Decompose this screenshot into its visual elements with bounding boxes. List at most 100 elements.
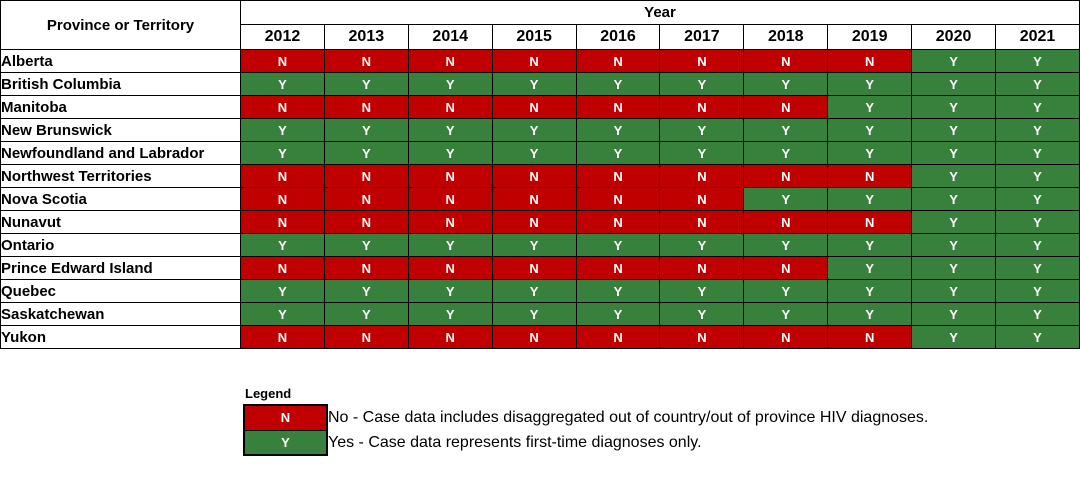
value-cell: Y — [995, 141, 1080, 165]
value-cell: N — [407, 210, 493, 234]
value-cell: Y — [575, 141, 661, 165]
value-cell: N — [240, 187, 325, 211]
value-cell: Y — [995, 233, 1080, 257]
value-cell: Y — [743, 118, 829, 142]
value-cell: N — [743, 95, 829, 119]
row-header-province: Nunavut — [0, 210, 241, 234]
value-cell: Y — [240, 302, 325, 326]
value-cell: Y — [659, 141, 745, 165]
value-cell: Y — [743, 233, 829, 257]
value-cell: N — [407, 164, 493, 188]
value-cell: N — [827, 325, 913, 349]
value-cell: Y — [827, 118, 913, 142]
value-cell: Y — [491, 233, 577, 257]
value-cell: N — [575, 95, 661, 119]
value-cell: Y — [911, 210, 997, 234]
value-cell: Y — [827, 233, 913, 257]
year-column-header: 2016 — [575, 24, 661, 50]
value-cell: N — [659, 164, 745, 188]
row-header-province: British Columbia — [0, 72, 241, 96]
legend-title: Legend — [245, 386, 292, 401]
value-cell: N — [407, 325, 493, 349]
value-cell: N — [240, 256, 325, 280]
row-header-province: Ontario — [0, 233, 241, 257]
value-cell: Y — [491, 72, 577, 96]
value-cell: N — [659, 49, 745, 73]
value-cell: Y — [659, 118, 745, 142]
value-cell: Y — [491, 302, 577, 326]
table-row: Newfoundland and Labrador Y Y Y Y Y Y Y Y Y Y — [0, 141, 1080, 165]
value-cell: N — [575, 187, 661, 211]
value-cell: N — [827, 49, 913, 73]
row-header-province: Newfoundland and Labrador — [0, 141, 241, 165]
value-cell: N — [407, 187, 493, 211]
value-cell: N — [323, 187, 409, 211]
value-cell: Y — [827, 72, 913, 96]
table-row: Ontario Y Y Y Y Y Y Y Y Y Y — [0, 233, 1080, 257]
value-cell: Y — [827, 187, 913, 211]
value-cell: Y — [995, 210, 1080, 234]
legend-description-yes: Yes - Case data represents first-time di… — [328, 433, 702, 451]
value-cell: N — [659, 187, 745, 211]
value-cell: N — [407, 95, 493, 119]
value-cell: N — [407, 49, 493, 73]
value-cell: N — [743, 164, 829, 188]
value-cell: N — [743, 325, 829, 349]
value-cell: N — [323, 210, 409, 234]
row-header-province: Yukon — [0, 325, 241, 349]
value-cell: Y — [995, 302, 1080, 326]
legend-row-yes: Y Yes - Case data represents first-time … — [243, 429, 929, 456]
value-cell: Y — [407, 141, 493, 165]
value-cell: Y — [911, 49, 997, 73]
table-row: New Brunswick Y Y Y Y Y Y Y Y Y Y — [0, 118, 1080, 142]
value-cell: Y — [407, 118, 493, 142]
value-cell: N — [240, 325, 325, 349]
value-cell: N — [491, 49, 577, 73]
value-cell: Y — [995, 118, 1080, 142]
value-cell: N — [323, 256, 409, 280]
value-cell: Y — [323, 118, 409, 142]
value-cell: Y — [827, 256, 913, 280]
legend-swatch-yes: Y — [243, 429, 328, 456]
value-cell: Y — [240, 118, 325, 142]
value-cell: Y — [911, 279, 997, 303]
year-column-header: 2014 — [407, 24, 493, 50]
table-body: Alberta N N N N N N N N Y Y British Columbia Y Y Y Y Y Y Y… — [0, 49, 1080, 349]
row-header-province: Nova Scotia — [0, 187, 241, 211]
value-cell: N — [575, 164, 661, 188]
value-cell: Y — [491, 141, 577, 165]
table-row: Prince Edward Island N N N N N N N Y Y Y — [0, 256, 1080, 280]
value-cell: Y — [995, 279, 1080, 303]
year-column-header: 2020 — [911, 24, 997, 50]
year-column-header: 2015 — [491, 24, 577, 50]
value-cell: N — [323, 49, 409, 73]
year-group-row: Province or Territory Year — [0, 0, 1080, 50]
value-cell: N — [827, 164, 913, 188]
year-column-header: 2021 — [995, 24, 1080, 50]
value-cell: Y — [911, 325, 997, 349]
value-cell: Y — [743, 72, 829, 96]
legend-description-no: No - Case data includes disaggregated ou… — [328, 408, 929, 426]
year-column-header: 2013 — [323, 24, 409, 50]
table-row: Saskatchewan Y Y Y Y Y Y Y Y Y Y — [0, 302, 1080, 326]
table-row: Nunavut N N N N N N N N Y Y — [0, 210, 1080, 234]
value-cell: Y — [575, 72, 661, 96]
value-cell: N — [323, 95, 409, 119]
value-cell: Y — [911, 95, 997, 119]
value-cell: N — [491, 95, 577, 119]
value-cell: Y — [323, 141, 409, 165]
value-cell: Y — [911, 118, 997, 142]
value-cell: N — [575, 256, 661, 280]
value-cell: Y — [323, 279, 409, 303]
legend-swatch-no: N — [243, 404, 328, 431]
value-cell: N — [827, 210, 913, 234]
table-row: Yukon N N N N N N N N Y Y — [0, 325, 1080, 349]
value-cell: N — [240, 49, 325, 73]
table-row: Nova Scotia N N N N N N Y Y Y Y — [0, 187, 1080, 211]
year-columns-row: 2012 2013 2014 2015 2016 2017 2018 2019 2020 2021 — [1, 24, 1080, 50]
value-cell: N — [323, 164, 409, 188]
value-cell: Y — [743, 279, 829, 303]
value-cell: Y — [743, 187, 829, 211]
year-column-header: 2018 — [743, 24, 829, 50]
row-header-province: Quebec — [0, 279, 241, 303]
